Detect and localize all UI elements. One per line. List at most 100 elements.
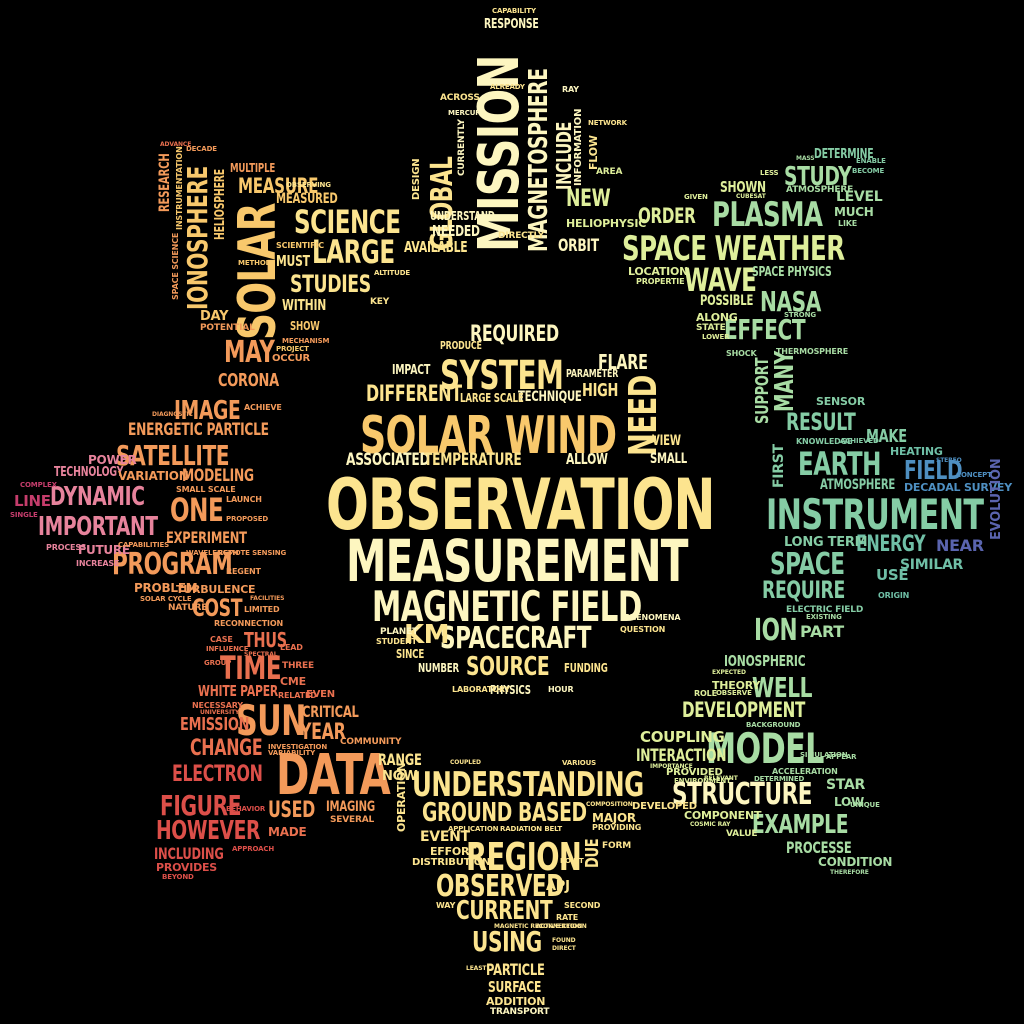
word-corona: CORONA [218, 370, 279, 391]
word-facilities: FACILITIES [250, 595, 285, 602]
word-area: AREA [596, 167, 623, 177]
word-needed: NEEDED [432, 222, 480, 240]
word-energy: ENERGY [856, 532, 926, 557]
word-change: CHANGE [190, 736, 263, 761]
word-surface: SURFACE [488, 978, 542, 996]
word-expected: EXPECTED [712, 669, 746, 676]
word-model: MODEL [706, 724, 824, 773]
word-enable: ENABLE [856, 157, 886, 165]
word-observing: OBSERVING [286, 181, 331, 189]
word-cosmic-ray: COSMIC RAY [690, 821, 731, 828]
word-support: SUPPORT [752, 357, 773, 424]
word-space-physics: SPACE PHYSICS [752, 265, 832, 280]
word-component: COMPONENT [684, 809, 762, 822]
word-ionosphere: IONOSPHERE [181, 166, 214, 310]
word-even: EVEN [306, 689, 335, 700]
word-regent: REGENT [226, 567, 261, 576]
word-heliosphere: HELIOSPHERE [213, 168, 228, 240]
word-launch: LAUNCH [226, 495, 262, 504]
word-heliophysic: HELIOPHYSIC [566, 217, 647, 230]
word-case: CASE [210, 635, 233, 644]
word-like: LIKE [838, 219, 858, 228]
word-nasa: NASA [760, 285, 821, 318]
word-similar: SIMILAR [900, 557, 964, 573]
word-now: NOW [382, 769, 418, 784]
word-mass: MASS [796, 155, 815, 162]
word-required: REQUIRED [470, 322, 559, 347]
word-one: ONE [170, 491, 224, 529]
word-currently: CURRENTLY [457, 119, 467, 176]
word-system: SYSTEM [440, 353, 564, 399]
word-may: MAY [224, 335, 275, 370]
word-knowledge: KNOWLEDGE [796, 437, 853, 446]
word-decadal-survey: DECADAL SURVEY [904, 481, 1012, 494]
word-physics: PHYSICS [490, 683, 531, 697]
word-due: DUE [582, 838, 603, 868]
word-process: PROCESS [46, 543, 87, 552]
word-source: SOURCE [466, 652, 550, 682]
word-unique: UNIQUE [850, 801, 880, 809]
word-transport: TRANSPORT [490, 1007, 550, 1017]
word-possible: POSSIBLE [700, 293, 754, 309]
word-power: POWER [88, 453, 137, 467]
word-time: TIME [220, 649, 282, 687]
word-ray: RAY [562, 85, 579, 94]
word-concept: CONCEPT [956, 471, 992, 479]
word-background: BACKGROUND [746, 721, 801, 729]
word-star: STAR [826, 777, 866, 793]
word-region: REGION [466, 835, 582, 879]
word-well: WELL [752, 671, 813, 704]
word-capability: CAPABILITY [492, 7, 536, 15]
word-rate: RATE [556, 913, 579, 922]
word-observed: OBSERVED [436, 869, 564, 904]
word-remote-sensing: REMOTE SENSING [218, 549, 287, 557]
word-atmosphere-upper: ATMOSPHERE [786, 185, 854, 195]
word-interaction: INTERACTION [636, 746, 727, 766]
word-behavior: BEHAVIOR [226, 805, 266, 813]
word-result: RESULT [786, 408, 856, 436]
word-determined: DETERMINED [754, 775, 805, 783]
word-important: IMPORTANT [38, 512, 158, 542]
word-cost: COST [192, 594, 243, 622]
word-day: DAY [200, 309, 229, 324]
word-require: REQUIRE [762, 576, 845, 604]
word-lower: LOWER [702, 333, 730, 341]
word-associated: ASSOCIATED [346, 450, 430, 470]
word-distribution: DISTRIBUTION [412, 857, 491, 868]
word-achieve: ACHIEVE [244, 403, 282, 412]
word-figure: FIGURE [160, 789, 242, 822]
word-dynamic: DYNAMIC [50, 482, 145, 512]
word-across: ACROSS [440, 93, 480, 103]
word-sensor: SENSOR [816, 395, 866, 408]
word-available: AVAILABLE [404, 238, 468, 256]
word-laboratory: LABORATORY [452, 685, 511, 694]
word-science: SCIENCE [294, 203, 401, 241]
word-magnetic-field: MAGNETIC FIELD [372, 582, 642, 631]
word-wavelength: WAVELENGTH [186, 549, 239, 557]
word-critical: CRITICAL [302, 702, 359, 721]
word-year: YEAR [300, 720, 346, 745]
word-several: SEVERAL [330, 815, 375, 825]
word-environment: ENVIRONMENT [674, 777, 731, 785]
word-therefore: THEREFORE [830, 869, 869, 876]
word-appear: APPEAR [826, 753, 857, 761]
word-relevant: RELEVANT [704, 775, 738, 782]
word-state: STATE [696, 323, 726, 333]
word-problem: PROBLEM [134, 581, 198, 595]
word-become: BECOME [852, 167, 885, 175]
word-planet: PLANET [380, 627, 419, 637]
word-magnetic-reconnection: MAGNETIC RECONNECTION [494, 923, 583, 930]
word-make: MAKE [866, 426, 907, 447]
word-level: LEVEL [836, 189, 883, 205]
word-measurement: MEASUREMENT [346, 527, 688, 595]
word-decade: DECADE [186, 145, 217, 153]
word-spacecraft: SPACECRAFT [440, 621, 592, 656]
word-approach: APPROACH [232, 845, 275, 853]
word-influence: INFLUENCE [206, 645, 249, 653]
word-altitude: ALTITUDE [374, 269, 411, 277]
word-structure: STRUCTURE [672, 777, 813, 812]
word-research: RESEARCH [157, 153, 173, 212]
word-occur: OCCUR [272, 353, 310, 364]
word-composition: COMPOSITION [586, 801, 633, 808]
word-range: RANGE [378, 750, 422, 769]
